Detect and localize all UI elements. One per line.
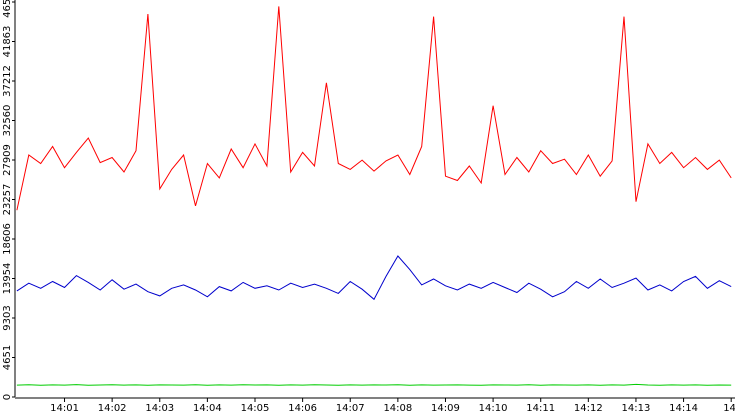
y-tick-label: 18606 [2, 223, 13, 255]
x-tick-label: 14:04 [193, 403, 222, 414]
series-line [16, 6, 732, 211]
x-tick-label: 14:12 [574, 403, 603, 414]
x-tick-label: 14 [723, 403, 735, 414]
x-tick-label: 14:13 [622, 403, 651, 414]
y-tick-label: 46515 [2, 0, 13, 18]
x-tick-label: 14:02 [98, 403, 127, 414]
y-tick-label: 13954 [2, 263, 13, 295]
x-tick-label: 14:08 [383, 403, 412, 414]
x-tick-label: 14:01 [50, 403, 79, 414]
x-tick-label: 14:03 [145, 403, 174, 414]
y-tick-label: 9303 [2, 305, 13, 330]
series-line [16, 383, 732, 386]
y-tick-label: 23257 [2, 184, 13, 216]
y-tick-label: 37212 [2, 65, 13, 97]
x-tick-label: 14:14 [669, 403, 698, 414]
x-tick-label: 14:11 [526, 403, 555, 414]
y-tick-label: 4651 [2, 345, 13, 370]
y-tick-label: 0 [2, 394, 13, 400]
x-tick-label: 14:09 [431, 403, 460, 414]
x-tick-label: 14:07 [336, 403, 365, 414]
x-tick-label: 14:10 [479, 403, 508, 414]
series-line [16, 255, 732, 301]
y-tick-label: 41863 [2, 26, 13, 58]
x-tick-label: 14:06 [288, 403, 317, 414]
x-tick-label: 14:05 [241, 403, 270, 414]
y-tick-label: 27909 [2, 144, 13, 176]
y-tick-label: 32560 [2, 105, 13, 137]
